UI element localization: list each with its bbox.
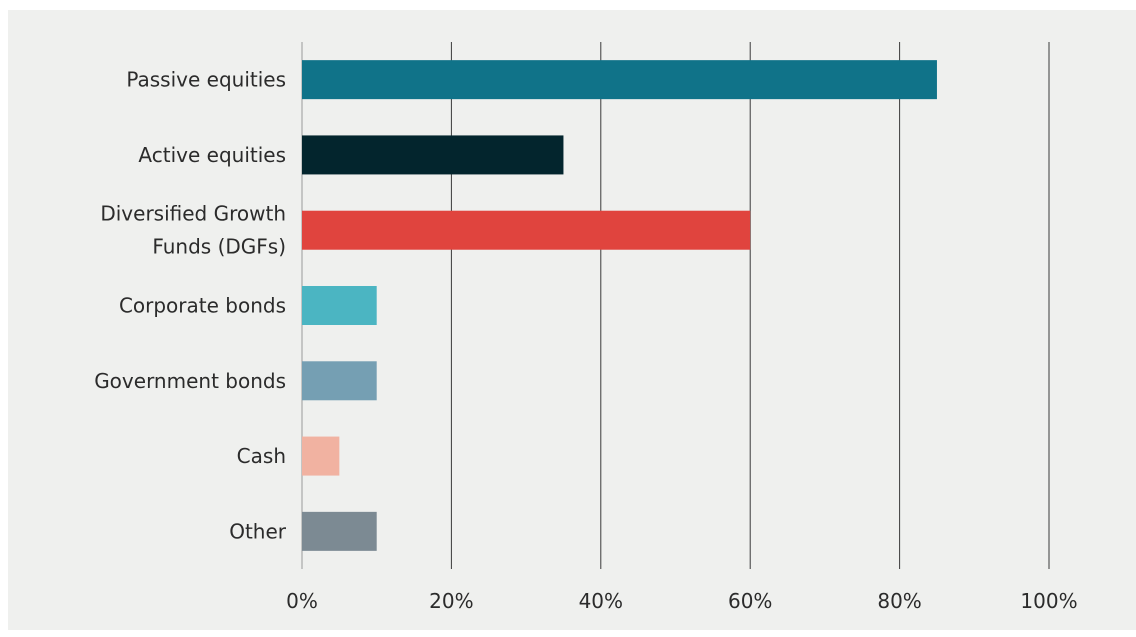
- category-label: Other: [229, 519, 287, 543]
- x-tick-label: 60%: [728, 589, 772, 613]
- category-label: Cash: [237, 444, 286, 468]
- bar: [302, 210, 751, 250]
- category-label: Active equities: [138, 143, 286, 167]
- category-label: Diversified Growth: [100, 202, 286, 226]
- bar: [302, 436, 340, 476]
- bar: [302, 60, 937, 100]
- bar: [302, 135, 564, 175]
- x-tick-labels: 0% 20% 40% 60% 80% 100%: [286, 589, 1077, 613]
- category-labels: Passive equities Active equities Diversifi…: [94, 68, 287, 544]
- x-tick-label: 100%: [1020, 589, 1077, 613]
- x-tick-label: 0%: [286, 589, 318, 613]
- category-label: Corporate bonds: [119, 294, 286, 318]
- x-tick-label: 20%: [429, 589, 473, 613]
- category-label: Passive equities: [126, 68, 286, 92]
- category-label: Government bonds: [94, 369, 286, 393]
- bars: [302, 60, 937, 551]
- gridlines: [301, 42, 1050, 569]
- bar: [302, 511, 377, 551]
- chart-background: [8, 10, 1136, 630]
- x-tick-label: 40%: [579, 589, 623, 613]
- bar: [302, 286, 377, 325]
- category-label: Funds (DGFs): [152, 235, 286, 259]
- bar: [302, 361, 377, 401]
- x-tick-label: 80%: [877, 589, 921, 613]
